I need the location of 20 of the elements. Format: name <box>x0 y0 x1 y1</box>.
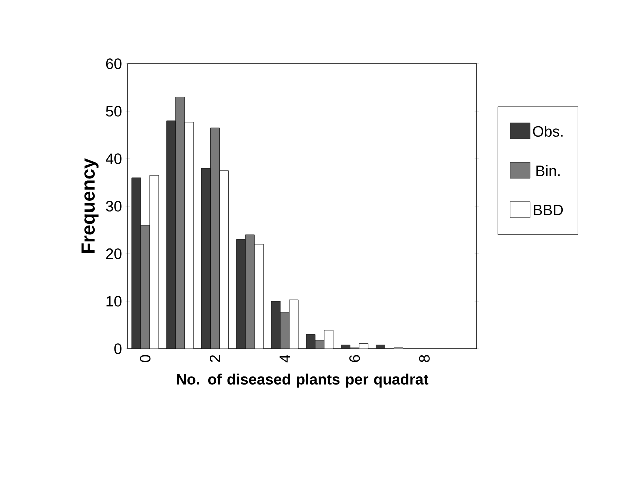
y-tick-label: 30 <box>106 201 122 212</box>
x-tick-label: 8 <box>419 355 430 362</box>
x-tick-label: 4 <box>280 355 290 363</box>
legend-label: BBD <box>534 205 564 216</box>
bar <box>236 240 246 349</box>
bar <box>202 168 211 349</box>
x-tick-label: 6 <box>350 355 360 362</box>
x-axis-title: No. of diseased plants per quadrat <box>177 374 429 388</box>
legend-label: Bin. <box>536 165 560 176</box>
y-tick-label: 40 <box>106 154 122 164</box>
y-tick-label: 0 <box>114 344 122 354</box>
x-tick-label: 2 <box>210 355 220 362</box>
legend-label: Obs. <box>533 126 563 137</box>
y-tick-label: 10 <box>106 296 122 307</box>
y-tick-label: 20 <box>106 248 122 260</box>
bar <box>166 120 176 349</box>
y-axis-title: Frequency <box>82 158 99 254</box>
y-tick-label: 60 <box>106 58 122 70</box>
x-tick-label: 0 <box>140 355 151 362</box>
y-tick-label: 50 <box>106 106 122 117</box>
